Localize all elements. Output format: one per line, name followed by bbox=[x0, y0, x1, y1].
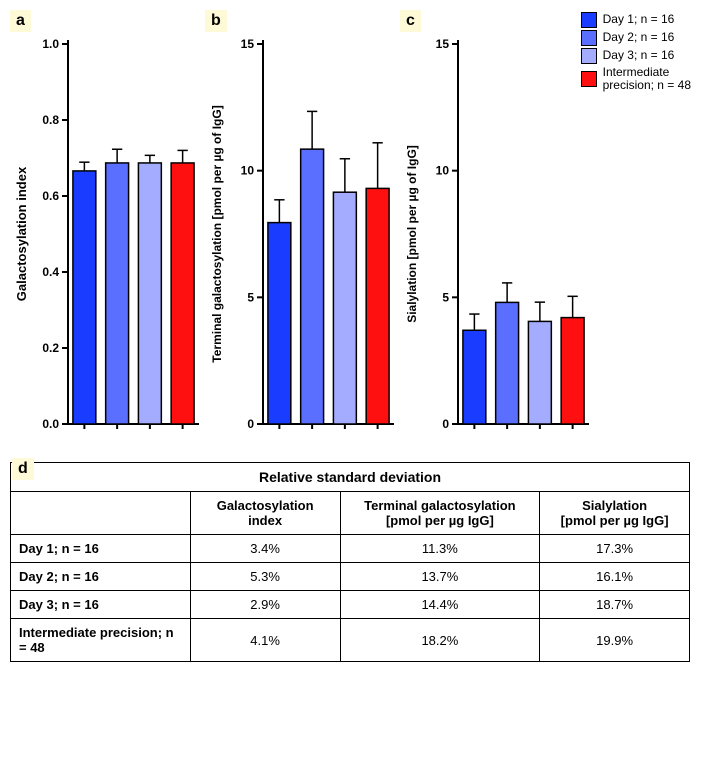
panel-c: c 0 5 10 15 Sialylation [pmol per µg of IgG] bbox=[400, 10, 595, 440]
table-row: Intermediate precision; n = 484.1%18.2%1… bbox=[11, 619, 690, 662]
rsd-table: Relative standard deviationGalactosylati… bbox=[10, 462, 690, 662]
table-col-head: Terminal galactosylation [pmol per µg Ig… bbox=[340, 492, 540, 535]
table-cell: 5.3% bbox=[190, 563, 340, 591]
table-col-head: Sialylation [pmol per µg IgG] bbox=[540, 492, 690, 535]
svg-text:Terminal galactosylation [pmol: Terminal galactosylation [pmol per µg of… bbox=[210, 105, 224, 362]
table-row-head: Day 1; n = 16 bbox=[11, 535, 191, 563]
svg-text:5: 5 bbox=[247, 290, 254, 304]
table-cell: 3.4% bbox=[190, 535, 340, 563]
legend-label: Day 3; n = 16 bbox=[603, 49, 675, 62]
panel-c-label: c bbox=[400, 10, 421, 32]
svg-text:10: 10 bbox=[436, 164, 450, 178]
svg-text:0.8: 0.8 bbox=[42, 113, 59, 127]
chart-b-svg: 0 5 10 15 Terminal galactosylation [pmol per… bbox=[205, 10, 400, 440]
legend: Day 1; n = 16 Day 2; n = 16 Day 3; n = 16 I… bbox=[581, 12, 691, 94]
svg-text:15: 15 bbox=[241, 37, 255, 51]
table-row: Day 2; n = 165.3%13.7%16.1% bbox=[11, 563, 690, 591]
svg-text:15: 15 bbox=[436, 37, 450, 51]
table-cell: 13.7% bbox=[340, 563, 540, 591]
legend-label: Intermediate precision; n = 48 bbox=[603, 66, 691, 92]
table-cell: 2.9% bbox=[190, 591, 340, 619]
legend-item: Day 2; n = 16 bbox=[581, 30, 691, 46]
legend-label: Day 1; n = 16 bbox=[603, 13, 675, 26]
table-cell: 14.4% bbox=[340, 591, 540, 619]
chart-a-svg: 0.0 0.2 0.4 0.6 0.8 1.0 Galactosylation index bbox=[10, 10, 205, 440]
svg-text:Galactosylation index: Galactosylation index bbox=[14, 166, 29, 301]
table-row: Day 3; n = 162.9%14.4%18.7% bbox=[11, 591, 690, 619]
svg-text:0.4: 0.4 bbox=[42, 265, 59, 279]
svg-text:0.6: 0.6 bbox=[42, 189, 59, 203]
table-col-head: Galactosylation index bbox=[190, 492, 340, 535]
table-cell: 19.9% bbox=[540, 619, 690, 662]
legend-label: Day 2; n = 16 bbox=[603, 31, 675, 44]
svg-text:0: 0 bbox=[247, 417, 254, 431]
table-row: Day 1; n = 163.4%11.3%17.3% bbox=[11, 535, 690, 563]
svg-text:Sialylation [pmol per µg of Ig: Sialylation [pmol per µg of IgG] bbox=[405, 145, 419, 323]
table-cell: 11.3% bbox=[340, 535, 540, 563]
legend-item: Day 1; n = 16 bbox=[581, 12, 691, 28]
svg-text:0.2: 0.2 bbox=[42, 341, 59, 355]
table-corner bbox=[11, 492, 191, 535]
svg-text:0.0: 0.0 bbox=[42, 417, 59, 431]
table-row-head: Day 2; n = 16 bbox=[11, 563, 191, 591]
legend-swatch bbox=[581, 71, 597, 87]
panel-d: d Relative standard deviationGalactosyla… bbox=[10, 462, 699, 662]
svg-text:0: 0 bbox=[442, 417, 449, 431]
panel-d-label: d bbox=[12, 458, 34, 480]
legend-swatch bbox=[581, 30, 597, 46]
table-row-head: Intermediate precision; n = 48 bbox=[11, 619, 191, 662]
table-cell: 4.1% bbox=[190, 619, 340, 662]
chart-c-svg: 0 5 10 15 Sialylation [pmol per µg of IgG] bbox=[400, 10, 595, 440]
panel-b-label: b bbox=[205, 10, 227, 32]
legend-swatch bbox=[581, 48, 597, 64]
table-cell: 16.1% bbox=[540, 563, 690, 591]
panel-b: b 0 5 10 15 Terminal galactosylation [pmol p… bbox=[205, 10, 400, 440]
table-cell: 18.2% bbox=[340, 619, 540, 662]
legend-item: Day 3; n = 16 bbox=[581, 48, 691, 64]
svg-text:10: 10 bbox=[241, 164, 255, 178]
legend-item: Intermediate precision; n = 48 bbox=[581, 66, 691, 92]
legend-swatch bbox=[581, 12, 597, 28]
charts-row: a 0.0 0.2 0.4 0.6 0.8 1.0 Galactosylation inde… bbox=[10, 10, 699, 440]
svg-text:5: 5 bbox=[442, 290, 449, 304]
svg-text:1.0: 1.0 bbox=[42, 37, 59, 51]
table-title: Relative standard deviation bbox=[11, 463, 690, 492]
panel-a: a 0.0 0.2 0.4 0.6 0.8 1.0 Galactosylation inde… bbox=[10, 10, 205, 440]
table-row-head: Day 3; n = 16 bbox=[11, 591, 191, 619]
panel-a-label: a bbox=[10, 10, 31, 32]
table-cell: 18.7% bbox=[540, 591, 690, 619]
table-cell: 17.3% bbox=[540, 535, 690, 563]
